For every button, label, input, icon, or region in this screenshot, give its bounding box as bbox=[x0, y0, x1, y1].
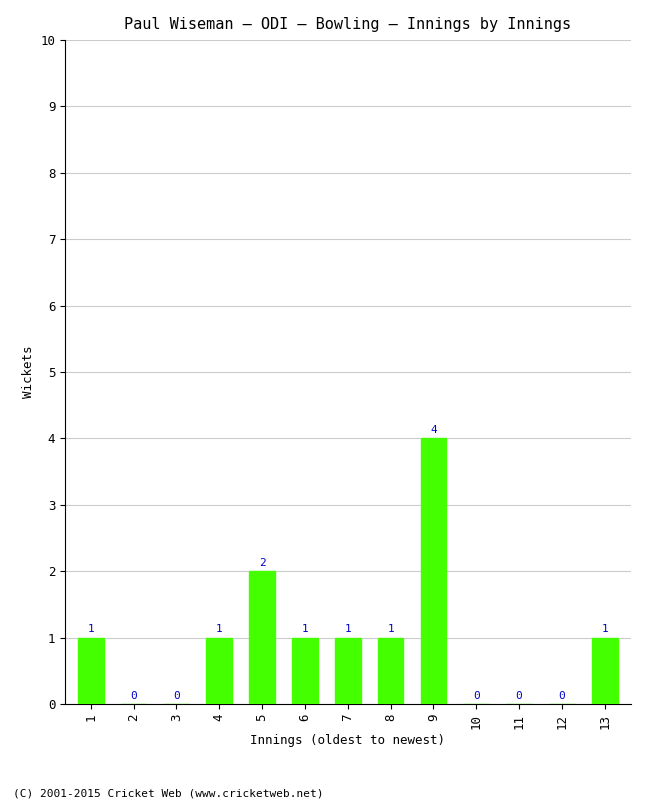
Text: 2: 2 bbox=[259, 558, 265, 568]
Text: 0: 0 bbox=[558, 690, 566, 701]
Text: 1: 1 bbox=[87, 624, 94, 634]
Bar bbox=[421, 438, 447, 704]
Bar bbox=[249, 571, 275, 704]
Text: 0: 0 bbox=[473, 690, 480, 701]
Bar bbox=[335, 638, 361, 704]
Text: 1: 1 bbox=[387, 624, 394, 634]
Text: 1: 1 bbox=[601, 624, 608, 634]
Text: (C) 2001-2015 Cricket Web (www.cricketweb.net): (C) 2001-2015 Cricket Web (www.cricketwe… bbox=[13, 788, 324, 798]
Text: 1: 1 bbox=[344, 624, 351, 634]
Bar bbox=[378, 638, 404, 704]
Title: Paul Wiseman – ODI – Bowling – Innings by Innings: Paul Wiseman – ODI – Bowling – Innings b… bbox=[124, 17, 571, 32]
X-axis label: Innings (oldest to newest): Innings (oldest to newest) bbox=[250, 734, 445, 747]
Bar bbox=[592, 638, 617, 704]
Bar bbox=[207, 638, 232, 704]
Text: 1: 1 bbox=[216, 624, 222, 634]
Y-axis label: Wickets: Wickets bbox=[21, 346, 34, 398]
Text: 4: 4 bbox=[430, 425, 437, 435]
Text: 0: 0 bbox=[130, 690, 137, 701]
Text: 0: 0 bbox=[515, 690, 523, 701]
Bar bbox=[78, 638, 103, 704]
Bar bbox=[292, 638, 318, 704]
Text: 1: 1 bbox=[302, 624, 308, 634]
Text: 0: 0 bbox=[173, 690, 180, 701]
